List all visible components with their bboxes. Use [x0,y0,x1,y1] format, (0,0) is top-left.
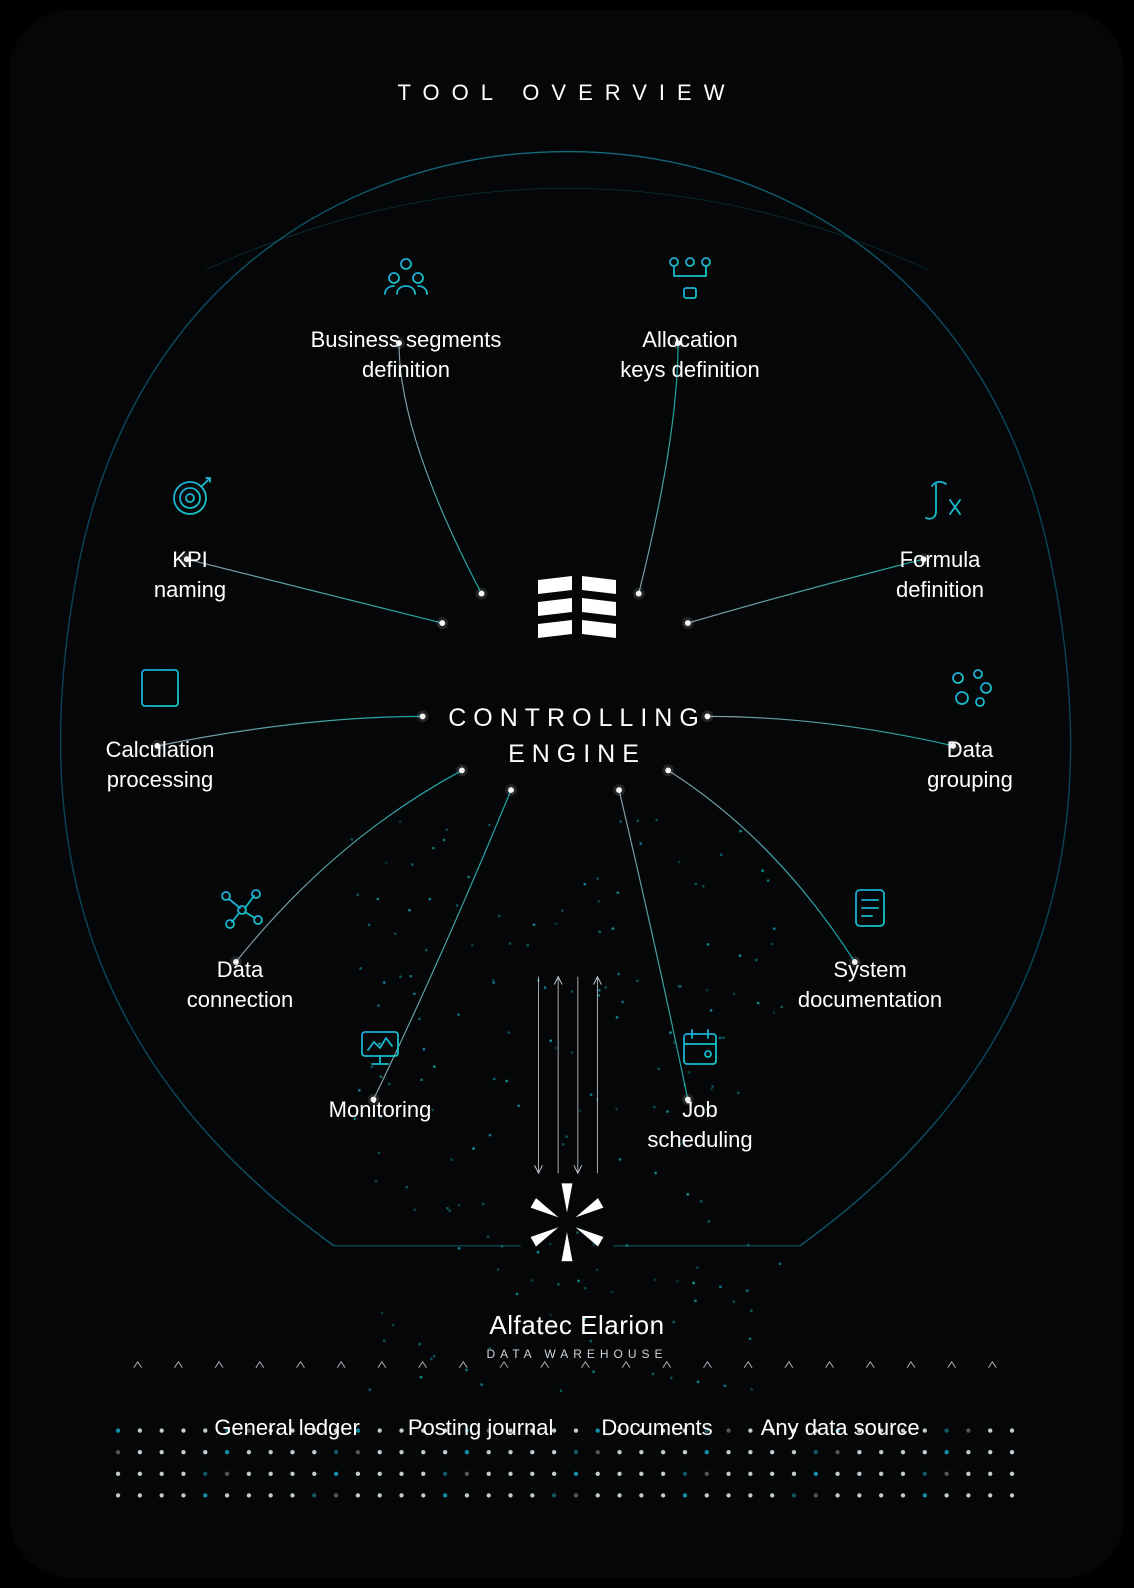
node-label: KPInaming [80,545,300,604]
center-line1: CONTROLLING [397,700,757,736]
bubbles-icon [860,660,1080,721]
data-sources-row: General ledger Posting journal Documents An… [10,1415,1124,1441]
node-calculation: Calculationprocessing [50,660,270,794]
document-icon [760,880,980,941]
tree-icon [580,250,800,311]
node-business-segments: Business segmentsdefinition [296,250,516,384]
source-1: Posting journal [408,1415,554,1441]
node-monitoring: Monitoring [270,1020,490,1125]
node-system-doc: Systemdocumentation [760,880,980,1014]
source-0: General ledger [214,1415,360,1441]
node-formula-definition: Formuladefinition [830,470,1050,604]
node-label: Calculationprocessing [50,735,270,794]
node-label: Monitoring [270,1095,490,1125]
controlling-engine-title: CONTROLLING ENGINE [397,700,757,773]
grid-icon [50,660,270,721]
node-label: Business segmentsdefinition [296,325,516,384]
node-label: Datagrouping [860,735,1080,794]
source-3: Any data source [761,1415,920,1441]
monitor-icon [270,1020,490,1081]
node-label: Systemdocumentation [760,955,980,1014]
target-icon [80,470,300,531]
center-line2: ENGINE [397,736,757,772]
diagram-frame: TOOL OVERVIEW CONTROLLING [10,10,1124,1578]
fx-icon [830,470,1050,531]
node-label: Allocationkeys definition [580,325,800,384]
node-kpi-naming: KPInaming [80,470,300,604]
brand-block: Alfatec Elarion DATA WAREHOUSE [417,1310,737,1361]
people-icon [296,250,516,311]
source-2: Documents [601,1415,712,1441]
calendar-icon [590,1020,810,1081]
node-data-connection: Dataconnection [130,880,350,1014]
node-label: Dataconnection [130,955,350,1014]
network-icon [130,880,350,941]
brand-subtitle: DATA WAREHOUSE [417,1347,737,1361]
node-allocation-keys: Allocationkeys definition [580,250,800,384]
brand-name: Alfatec Elarion [417,1310,737,1341]
node-label: Jobscheduling [590,1095,810,1154]
controlling-engine-logo [532,570,622,645]
node-label: Formuladefinition [830,545,1050,604]
node-job-scheduling: Jobscheduling [590,1020,810,1154]
node-data-grouping: Datagrouping [860,660,1080,794]
